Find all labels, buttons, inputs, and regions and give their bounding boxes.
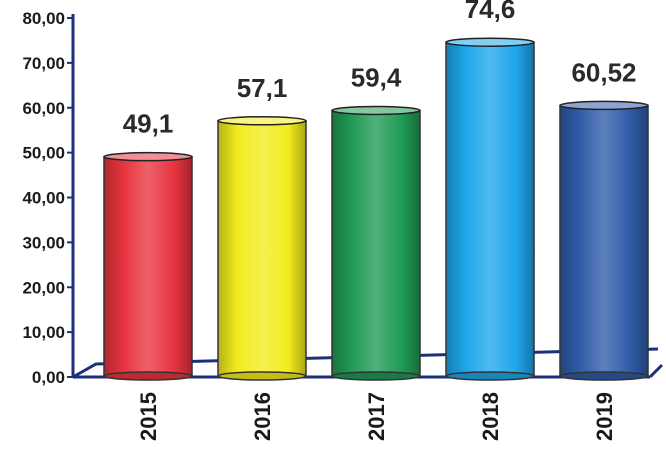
value-label: 57,1 [237, 73, 288, 103]
bar-base [446, 372, 534, 380]
value-label: 60,52 [571, 57, 636, 87]
category-label: 2018 [478, 392, 503, 441]
value-label: 74,6 [465, 0, 516, 24]
bar-body [560, 105, 648, 377]
y-tick-label: 70,00 [22, 54, 65, 73]
bar-top [332, 106, 420, 114]
y-tick-label: 40,00 [22, 189, 65, 208]
bar-2018 [446, 38, 534, 380]
y-tick-label: 10,00 [22, 323, 65, 342]
bar-base [560, 372, 648, 380]
x-axis-end [650, 365, 662, 377]
category-label: 2017 [364, 392, 389, 441]
value-label: 59,4 [351, 62, 402, 92]
bar-2015 [104, 153, 192, 380]
category-label: 2016 [250, 392, 275, 441]
bar-2016 [218, 117, 306, 380]
y-tick-label: 80,00 [22, 9, 65, 28]
bar-body [104, 157, 192, 377]
category-label: 2019 [592, 392, 617, 441]
bar-2019 [560, 101, 648, 380]
bar-body [218, 121, 306, 377]
bar-body [446, 42, 534, 377]
bar-top [560, 101, 648, 109]
y-axis: 0,00 10,00 20,00 30,00 40,00 50,00 60,00 70,00 8… [22, 9, 73, 387]
bar-top [446, 38, 534, 46]
bar-base [332, 372, 420, 380]
category-label: 2015 [136, 392, 161, 441]
bar-body [332, 110, 420, 377]
y-tick-label: 30,00 [22, 233, 65, 252]
y-tick-label: 20,00 [22, 278, 65, 297]
y-tick-label: 50,00 [22, 144, 65, 163]
value-label: 49,1 [123, 109, 174, 139]
bar-top [104, 153, 192, 161]
bar-top [218, 117, 306, 125]
y-tick-label: 60,00 [22, 99, 65, 118]
bar-2017 [332, 106, 420, 380]
y-tick-label: 0,00 [32, 368, 65, 387]
bar-base [104, 372, 192, 380]
bar-base [218, 372, 306, 380]
